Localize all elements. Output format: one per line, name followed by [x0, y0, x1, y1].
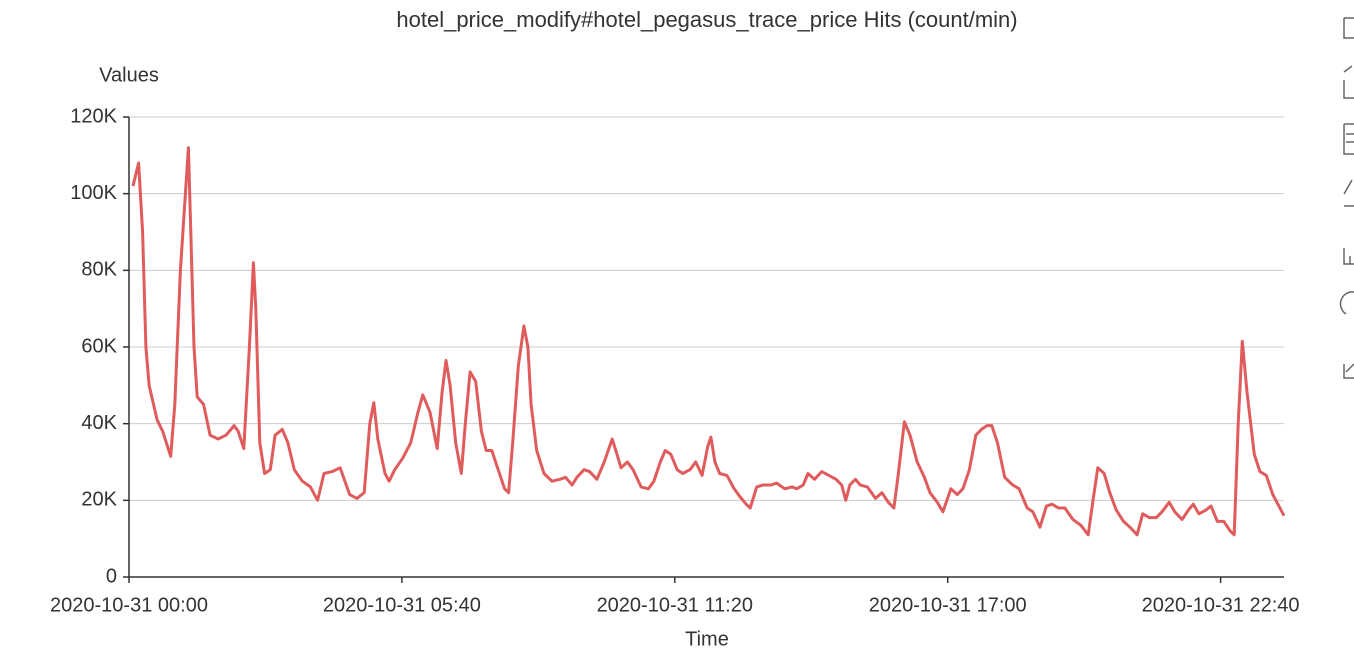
y-tick-label: 20K: [81, 489, 117, 511]
tool-icon[interactable]: [1343, 179, 1354, 207]
data-line: [131, 146, 1286, 537]
tool-icon[interactable]: [1343, 363, 1354, 379]
chart-title: hotel_price_modify#hotel_pegasus_trace_p…: [396, 7, 1017, 32]
toolbox[interactable]: [1339, 17, 1354, 379]
y-tick-label: 100K: [70, 182, 117, 204]
y-tick-label: 60K: [81, 335, 117, 357]
tool-icon[interactable]: [1343, 17, 1354, 39]
y-tick-label: 40K: [81, 412, 117, 434]
y-axis-title: Values: [99, 64, 159, 86]
x-axis-title: Time: [685, 628, 729, 650]
x-tick-label: 2020-10-31 22:40: [1142, 594, 1300, 616]
tool-icon[interactable]: [1339, 291, 1354, 315]
x-tick-label: 2020-10-31 11:20: [597, 594, 753, 616]
y-tick-label: 80K: [81, 259, 117, 281]
x-tick-label: 2020-10-31 05:40: [323, 594, 481, 616]
y-tick-label: 120K: [70, 105, 117, 127]
y-tick-label: 0: [106, 565, 117, 587]
x-tick-label: 2020-10-31 17:00: [869, 594, 1027, 616]
tool-icon[interactable]: [1343, 65, 1354, 99]
tool-icon[interactable]: [1343, 248, 1354, 265]
x-tick-label: 2020-10-31 00:00: [50, 594, 208, 616]
tool-icon[interactable]: [1343, 123, 1354, 155]
